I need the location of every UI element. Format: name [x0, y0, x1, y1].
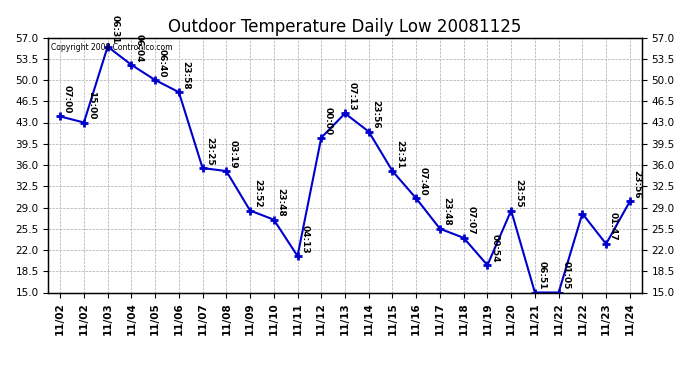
Text: 23:55: 23:55	[514, 179, 523, 208]
Text: 06:04: 06:04	[134, 33, 143, 62]
Text: 23:48: 23:48	[277, 188, 286, 217]
Text: 07:40: 07:40	[419, 167, 428, 196]
Text: 00:00: 00:00	[324, 107, 333, 135]
Text: 07:00: 07:00	[63, 85, 72, 114]
Text: 00:54: 00:54	[490, 234, 499, 262]
Title: Outdoor Temperature Daily Low 20081125: Outdoor Temperature Daily Low 20081125	[168, 18, 522, 36]
Text: 04:13: 04:13	[300, 225, 309, 253]
Text: 15:00: 15:00	[87, 92, 96, 120]
Text: 23:31: 23:31	[395, 140, 404, 168]
Text: 01:47: 01:47	[609, 212, 618, 241]
Text: 01:05: 01:05	[562, 261, 571, 290]
Text: 06:40: 06:40	[158, 49, 167, 77]
Text: 23:56: 23:56	[371, 100, 380, 129]
Text: 23:58: 23:58	[181, 61, 190, 89]
Text: 23:25: 23:25	[206, 136, 215, 165]
Text: 07:07: 07:07	[466, 207, 475, 235]
Text: 23:52: 23:52	[253, 179, 262, 208]
Text: 23:48: 23:48	[443, 197, 452, 226]
Text: 06:51: 06:51	[538, 261, 546, 290]
Text: Copyright 2008 Contronico.com: Copyright 2008 Contronico.com	[51, 43, 172, 52]
Text: 07:13: 07:13	[348, 82, 357, 111]
Text: 06:31: 06:31	[110, 15, 119, 44]
Text: 23:56: 23:56	[633, 170, 642, 199]
Text: 03:19: 03:19	[229, 140, 238, 168]
